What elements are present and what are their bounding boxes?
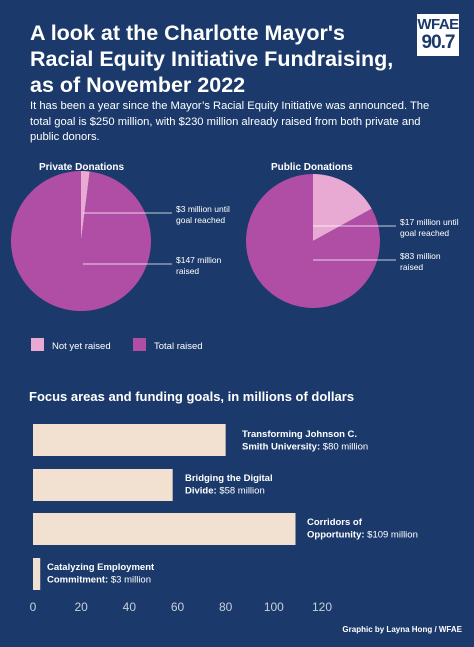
page-title: A look at the Charlotte Mayor's Racial E…: [30, 21, 394, 97]
x-tick-label: 80: [219, 600, 233, 614]
logo-line2: 90.7: [421, 32, 456, 53]
pie-annotation: $17 million until goal reached: [400, 217, 459, 238]
x-tick-label: 40: [123, 600, 137, 614]
pie-annotation: $83 million raised: [400, 251, 441, 272]
pie-slice-not-yet-raised: [81, 171, 90, 241]
bar-label: Corridors of Opportunity: $109 million: [307, 517, 418, 541]
bar: [33, 424, 226, 456]
pie-slice-total-raised: [246, 174, 381, 308]
legend-label: Not yet raised: [52, 341, 111, 352]
pie-title: Private Donations: [39, 162, 124, 173]
x-tick-label: 60: [171, 600, 185, 614]
pie-title: Public Donations: [271, 162, 353, 173]
wfae-logo: WFAE 90.7: [417, 14, 459, 56]
bar-label: Transforming Johnson C. Smith University:…: [242, 429, 368, 453]
pie-chart-private: Private Donations $3 million until goal re…: [11, 162, 230, 311]
x-tick-label: 0: [30, 600, 37, 614]
pie-chart-public: Public Donations $17 million until goal re…: [246, 162, 459, 308]
bar-chart-title: Focus areas and funding goals, in millio…: [29, 389, 354, 404]
legend-swatch: [133, 338, 146, 351]
bar: [33, 469, 173, 501]
bar-label: Bridging the Digital Divide: $58 million: [185, 473, 273, 497]
legend-item-not-yet-raised: Not yet raised: [31, 338, 111, 352]
page-subtitle: It has been a year since the Mayor’s Rac…: [30, 100, 430, 143]
x-tick-label: 120: [312, 600, 332, 614]
legend-label: Total raised: [154, 341, 203, 352]
x-tick-label: 100: [264, 600, 284, 614]
pie-slice-total-raised: [11, 170, 152, 311]
x-tick-label: 20: [74, 600, 88, 614]
graphic-credit: Graphic by Layna Hong / WFAE: [342, 625, 462, 634]
legend-item-total-raised: Total raised: [133, 338, 203, 352]
pie-slice-not-yet-raised: [313, 174, 372, 241]
bar: [33, 558, 41, 590]
pie-annotation: $147 million raised: [176, 255, 222, 276]
bar-label: Catalyzing Employment Commitment: $3 mill…: [47, 562, 155, 586]
legend-swatch: [31, 338, 44, 351]
pie-annotation: $3 million until goal reached: [176, 204, 230, 225]
bar: [33, 513, 296, 545]
logo-line1: WFAE: [417, 16, 459, 33]
